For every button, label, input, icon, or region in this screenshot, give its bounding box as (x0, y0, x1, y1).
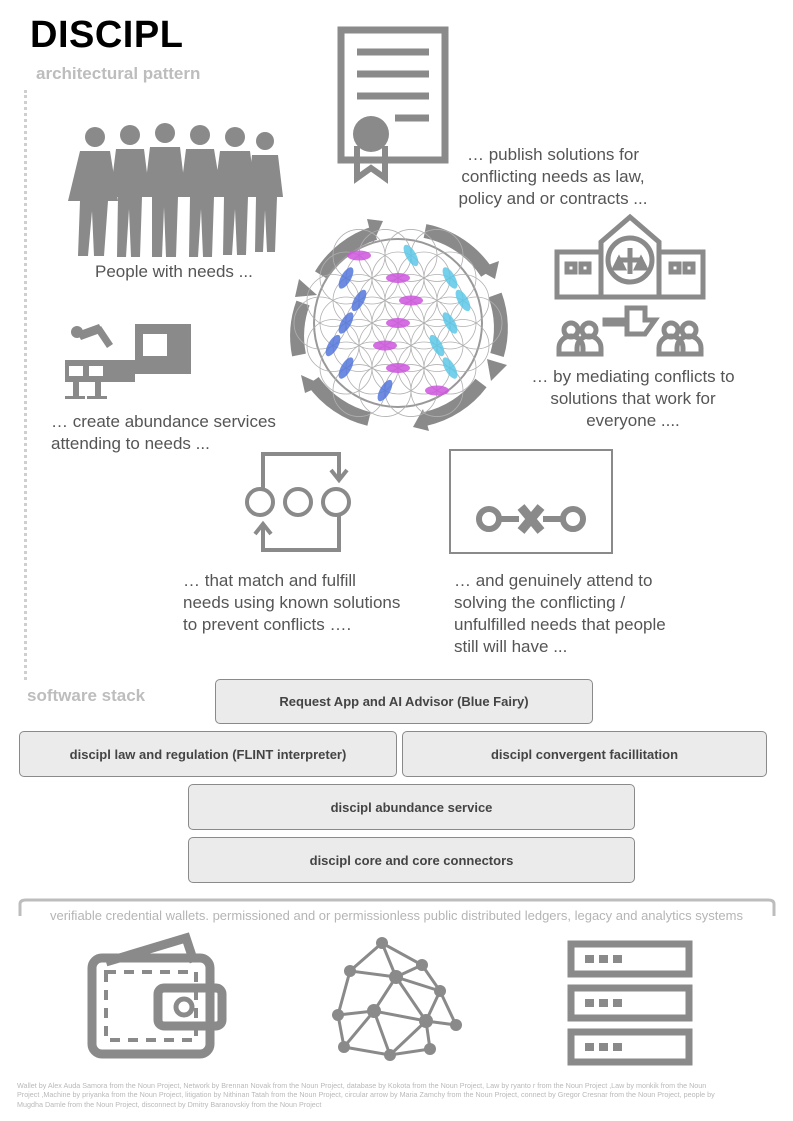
caption-abundance: … create abundance services attending to… (51, 412, 276, 453)
courthouse-mediation-icon (554, 213, 706, 357)
section-title-software-stack: software stack (27, 686, 146, 705)
stack-law-regulation: discipl law and regulation (FLINT interp… (19, 731, 397, 777)
machine-icon (65, 324, 191, 399)
section-title-architecture: architectural pattern (36, 64, 201, 83)
dotted-divider (24, 90, 27, 680)
people-icon (68, 123, 283, 257)
certificate-icon (337, 26, 449, 184)
icon-credits: Wallet by Alex Auda Samora from the Noun… (17, 1081, 715, 1109)
page-title: DISCIPL (30, 14, 184, 56)
caption-publish: … publish solutions for conflicting need… (458, 145, 648, 208)
database-icon (567, 940, 693, 1066)
caption-people: People with needs ... (95, 262, 253, 281)
stack-convergent-facilitation: discipl convergent facillitation (402, 731, 767, 777)
stack-core-connectors: discipl core and core connectors (188, 837, 635, 883)
infrastructure-bracket (18, 898, 776, 916)
stack-abundance-service: discipl abundance service (188, 784, 635, 830)
caption-mediate: … by mediating conflicts to solutions th… (531, 367, 735, 430)
stack-request-app: Request App and AI Advisor (Blue Fairy) (215, 679, 593, 724)
caption-match: … that match and fulfill needs using kno… (183, 571, 401, 634)
connect-icon (245, 452, 351, 552)
infrastructure-caption: verifiable credential wallets. permissio… (48, 908, 772, 923)
network-icon (332, 937, 462, 1061)
flower-of-life-icon (290, 219, 508, 431)
wallet-icon (87, 932, 227, 1059)
caption-attend: … and genuinely attend to solving the co… (454, 571, 666, 656)
disconnect-icon (449, 449, 613, 554)
